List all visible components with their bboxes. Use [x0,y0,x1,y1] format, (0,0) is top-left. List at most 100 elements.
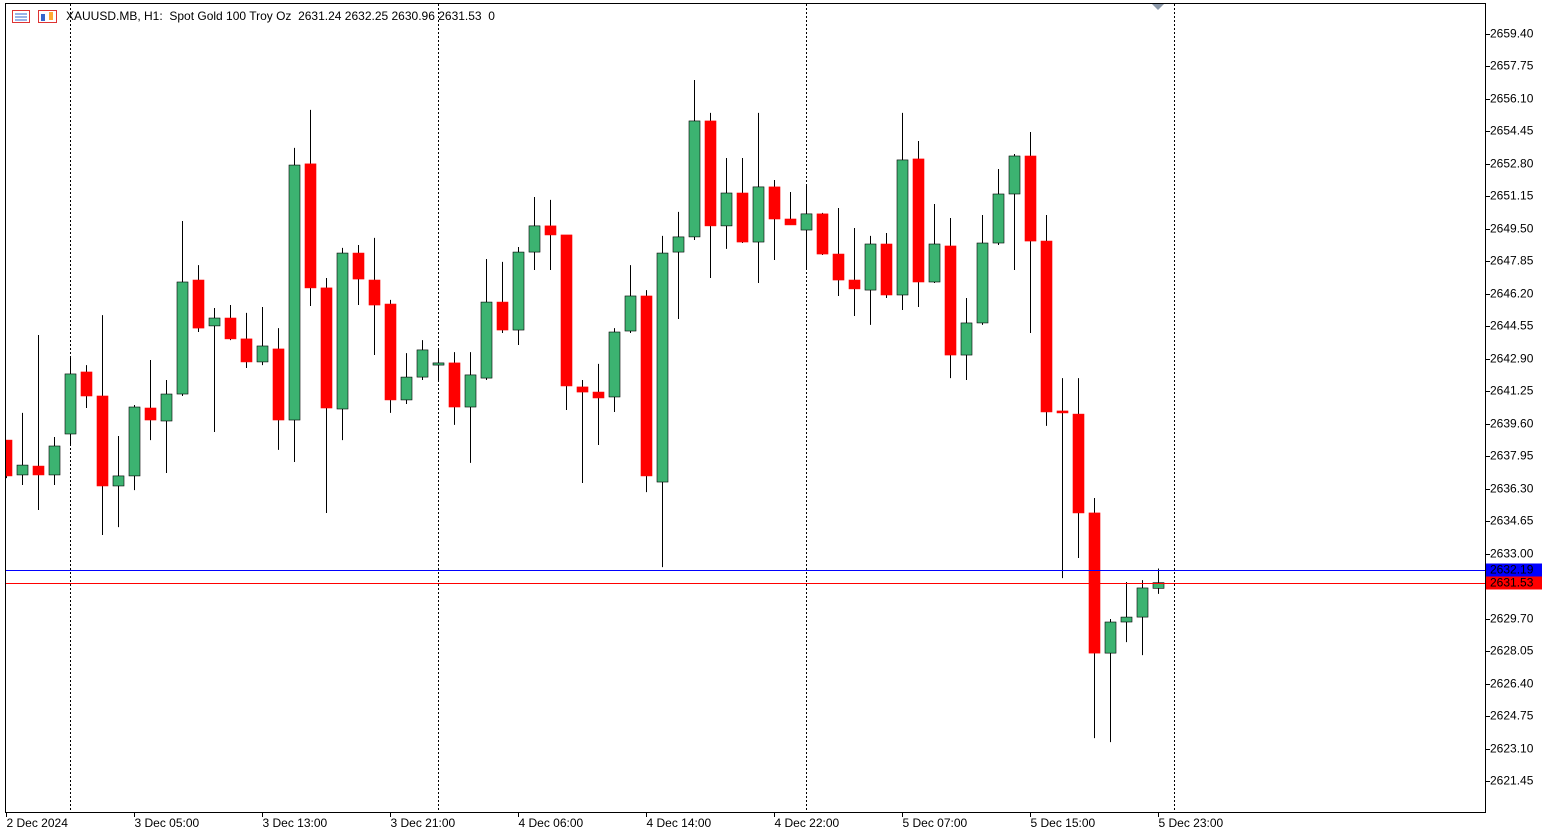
candle-body [1040,240,1053,413]
candle-body [848,279,861,290]
y-tick-label: 2647.85 [1490,254,1534,268]
candle-body [496,301,509,331]
candle-body [464,374,477,408]
candle-body [512,251,525,331]
candle-body [960,322,973,356]
candle-body [768,186,781,220]
candle-body [608,331,621,398]
candle-body [160,393,173,422]
candle-body [928,243,941,283]
candle-body [800,213,813,231]
candle-body [560,234,573,387]
y-tick-label: 2628.05 [1490,644,1534,658]
candle-body [720,192,733,227]
x-tick-label: 5 Dec 07:00 [903,816,968,830]
plot [6,79,1485,743]
candle-body [480,301,493,379]
candle-body [368,279,381,306]
candle-body [208,317,221,327]
y-tick-label: 2639.60 [1490,417,1534,431]
candle-body [96,395,109,487]
y-tick-label: 2629.70 [1490,612,1534,626]
candle-body [352,252,365,280]
x-tick-label: 3 Dec 05:00 [135,816,200,830]
y-tick-label: 2654.45 [1490,124,1534,138]
candle-body [992,193,1005,244]
candle-body [256,345,269,363]
candle-body [944,245,957,356]
candle-body [576,386,589,393]
candle-body [816,213,829,255]
y-tick-label: 2652.80 [1490,157,1534,171]
candle-body [1056,410,1069,414]
candle-body [384,303,397,401]
candle-body [1152,582,1165,589]
y-tick-label: 2644.55 [1490,319,1534,333]
y-tick-label: 2637.95 [1490,449,1534,463]
candle-body [400,376,413,401]
candle-body [880,243,893,296]
candle-body [1136,587,1149,618]
candle-body [64,373,77,435]
candle-body [80,371,93,397]
candle-body [112,475,125,487]
candle-body [896,159,909,296]
price-label: 2631.53 [1490,576,1534,590]
candle-body [32,465,45,476]
x-tick-label: 5 Dec 23:00 [1159,816,1224,830]
candle-body [528,225,541,253]
candle-body [976,242,989,324]
plot-frame [5,3,1486,813]
candle-body [704,120,717,227]
candle-body [1024,155,1037,242]
x-tick-label: 4 Dec 22:00 [775,816,840,830]
icon-bar [41,14,45,21]
candle-body [288,164,301,421]
x-tick-label: 4 Dec 06:00 [519,816,584,830]
y-tick-label: 2633.00 [1490,547,1534,561]
candle-body [16,464,29,476]
y-tick-label: 2636.30 [1490,482,1534,496]
y-tick-label: 2624.75 [1490,709,1534,723]
candle-body [736,192,749,243]
x-tick-label: 4 Dec 14:00 [647,816,712,830]
y-tick-label: 2657.75 [1490,59,1534,73]
y-tick-label: 2656.10 [1490,92,1534,106]
x-tick-label: 3 Dec 13:00 [263,816,328,830]
candle-body [640,295,653,477]
candle-body [304,163,317,289]
candle-body [832,253,845,281]
y-tick-label: 2621.45 [1490,774,1534,788]
candle-body [592,391,605,399]
candle-body [240,338,253,363]
candle-body [336,252,349,410]
axes: 2659.40 2657.75 2656.10 2654.45 2652.80 2651.… [6,27,1542,830]
candle-body [416,349,429,378]
price-label-bg [1486,563,1542,577]
candle-body [432,362,445,366]
candle-body [688,120,701,238]
y-tick-label: 2626.40 [1490,677,1534,691]
candle-body [1072,413,1085,514]
candle-body [752,186,765,243]
candle-body [1104,621,1117,654]
candle-body [656,252,669,483]
price-label-bg [1486,576,1542,590]
candle-body [544,225,557,236]
candle-body [6,439,13,477]
y-tick-label: 2649.50 [1490,222,1534,236]
shift-marker[interactable] [1152,4,1164,10]
candle-body [176,281,189,395]
candle-body [224,317,237,340]
candle-body [864,243,877,291]
candle-body [1120,616,1133,623]
candle-body [624,295,637,332]
candle-body [448,362,461,408]
candle-body [144,407,157,421]
icon-bar [49,12,53,20]
candle-body [48,445,61,476]
y-tick-label: 2651.15 [1490,189,1534,203]
y-tick-label: 2634.65 [1490,514,1534,528]
